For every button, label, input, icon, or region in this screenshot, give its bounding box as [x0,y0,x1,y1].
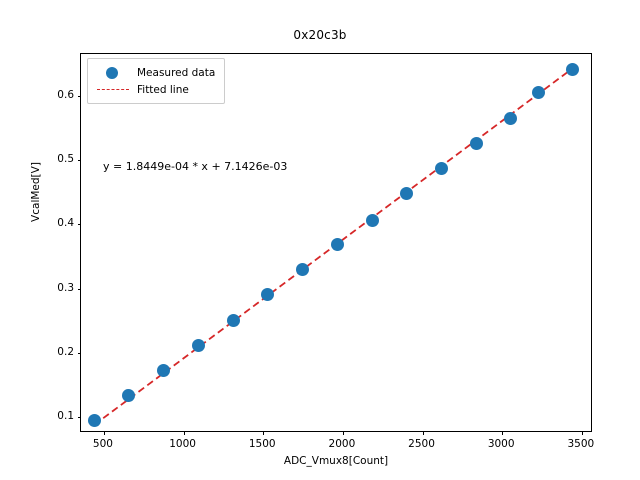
x-tick-mark [422,431,424,435]
data-point [296,263,310,277]
data-points-layer [81,54,591,431]
x-tick-mark [183,431,185,435]
x-tick-mark [342,431,344,435]
y-tick-label: 0.5 [57,152,74,165]
x-tick-mark [263,431,265,435]
data-point [504,111,518,125]
dashed-line-icon [95,83,131,97]
y-tick-label: 0.6 [57,88,74,101]
data-point [191,338,205,352]
x-tick-label: 1500 [248,438,276,450]
x-tick-mark [502,431,504,435]
x-tick-label: 2500 [408,438,435,450]
y-tick-label: 0.4 [57,217,74,230]
data-point [469,136,483,150]
x-tick-label: 3500 [567,438,595,450]
data-point [157,364,171,378]
legend-item-measured-data: Measured data [95,64,215,81]
x-tick-label: 500 [92,438,113,450]
y-axis-label: VcalMed[V] [30,162,42,222]
y-tick-label: 0.3 [57,281,74,294]
plot-area [77,53,592,435]
x-axis-label: ADC_Vmux8[Count] [283,455,389,467]
data-point [87,413,101,427]
data-point [226,313,240,327]
data-point [434,162,448,176]
legend-label: Fitted line [137,83,189,96]
y-tick-mark [77,159,81,161]
y-tick-mark [77,95,81,97]
legend-label: Measured data [137,66,216,79]
legend-item-fitted-line: Fitted line [95,81,215,98]
circle-marker-icon [95,66,131,80]
data-point [565,62,579,76]
data-point [122,388,136,402]
x-tick-mark [103,431,106,435]
x-tick-label: 2000 [328,438,356,450]
y-tick-mark [77,224,81,226]
x-tick-label: 3000 [487,438,515,450]
data-point [330,238,344,252]
y-tick-label: 0.1 [57,410,74,423]
data-point [400,187,414,201]
y-tick-mark [77,417,81,419]
data-point [261,288,275,302]
y-tick-mark [77,288,81,290]
x-tick-label: 1000 [169,438,196,450]
y-tick-mark [77,352,81,354]
fit-equation-annotation: y = 1.8449e-04 * x + 7.1426e-03 [103,160,288,173]
data-point [532,86,546,100]
data-point [365,213,379,227]
y-tick-label: 0.2 [57,345,74,358]
chart-title: 0x20c3b [293,28,347,42]
legend: Measured data Fitted line [87,58,226,104]
x-tick-mark [581,431,583,435]
